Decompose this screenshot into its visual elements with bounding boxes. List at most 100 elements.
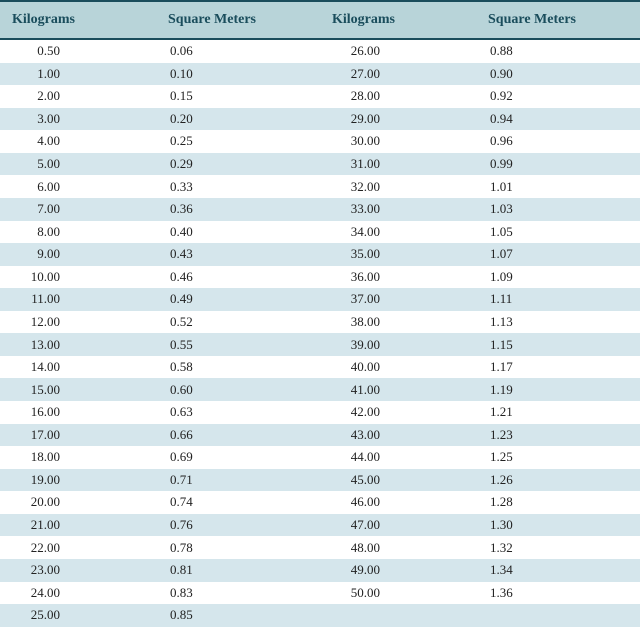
cell-sqm: 0.36	[160, 198, 320, 221]
cell-sqm: 0.15	[160, 85, 320, 108]
cell-kg: 15.00	[0, 378, 160, 401]
cell-kg: 36.00	[320, 266, 480, 289]
table-row: 20.000.7446.001.28	[0, 491, 640, 514]
cell-sqm: 0.85	[160, 604, 320, 627]
cell-sqm: 0.99	[480, 153, 640, 176]
column-header-sqm-2: Square Meters	[480, 1, 640, 39]
cell-sqm	[480, 604, 640, 627]
table-row: 17.000.6643.001.23	[0, 424, 640, 447]
cell-sqm: 1.09	[480, 266, 640, 289]
cell-sqm: 0.71	[160, 469, 320, 492]
column-header-kg-1: Kilograms	[0, 1, 160, 39]
cell-sqm: 0.63	[160, 401, 320, 424]
cell-sqm: 0.92	[480, 85, 640, 108]
cell-kg: 5.00	[0, 153, 160, 176]
cell-kg: 4.00	[0, 130, 160, 153]
cell-sqm: 1.25	[480, 446, 640, 469]
cell-sqm: 0.46	[160, 266, 320, 289]
cell-kg: 43.00	[320, 424, 480, 447]
cell-kg: 25.00	[0, 604, 160, 627]
cell-kg: 32.00	[320, 175, 480, 198]
cell-kg: 22.00	[0, 536, 160, 559]
cell-sqm: 0.96	[480, 130, 640, 153]
table-row: 5.000.2931.000.99	[0, 153, 640, 176]
table-row: 23.000.8149.001.34	[0, 559, 640, 582]
cell-kg: 23.00	[0, 559, 160, 582]
cell-sqm: 1.03	[480, 198, 640, 221]
cell-kg: 30.00	[320, 130, 480, 153]
cell-kg: 16.00	[0, 401, 160, 424]
cell-sqm: 1.21	[480, 401, 640, 424]
cell-kg: 6.00	[0, 175, 160, 198]
table-row: 7.000.3633.001.03	[0, 198, 640, 221]
table-row: 16.000.6342.001.21	[0, 401, 640, 424]
cell-kg: 21.00	[0, 514, 160, 537]
cell-kg: 29.00	[320, 108, 480, 131]
cell-sqm: 0.81	[160, 559, 320, 582]
cell-sqm: 0.60	[160, 378, 320, 401]
cell-sqm: 1.01	[480, 175, 640, 198]
table-row: 3.000.2029.000.94	[0, 108, 640, 131]
cell-sqm: 0.74	[160, 491, 320, 514]
cell-sqm: 1.17	[480, 356, 640, 379]
cell-sqm: 0.83	[160, 582, 320, 605]
cell-kg: 31.00	[320, 153, 480, 176]
table-row: 8.000.4034.001.05	[0, 221, 640, 244]
table-row: 2.000.1528.000.92	[0, 85, 640, 108]
table-row: 9.000.4335.001.07	[0, 243, 640, 266]
table-row: 11.000.4937.001.11	[0, 288, 640, 311]
cell-kg: 13.00	[0, 333, 160, 356]
table-row: 19.000.7145.001.26	[0, 469, 640, 492]
cell-sqm: 0.33	[160, 175, 320, 198]
cell-sqm: 0.40	[160, 221, 320, 244]
cell-kg: 48.00	[320, 536, 480, 559]
cell-kg: 33.00	[320, 198, 480, 221]
cell-kg: 49.00	[320, 559, 480, 582]
cell-sqm: 0.29	[160, 153, 320, 176]
cell-sqm: 1.05	[480, 221, 640, 244]
cell-kg: 20.00	[0, 491, 160, 514]
cell-sqm: 0.69	[160, 446, 320, 469]
cell-kg: 18.00	[0, 446, 160, 469]
cell-sqm: 0.78	[160, 536, 320, 559]
cell-kg: 1.00	[0, 63, 160, 86]
table-row: 4.000.2530.000.96	[0, 130, 640, 153]
cell-sqm: 1.23	[480, 424, 640, 447]
table-row: 21.000.7647.001.30	[0, 514, 640, 537]
cell-kg: 0.50	[0, 39, 160, 63]
cell-kg: 7.00	[0, 198, 160, 221]
cell-sqm: 0.90	[480, 63, 640, 86]
cell-kg: 14.00	[0, 356, 160, 379]
cell-kg: 46.00	[320, 491, 480, 514]
cell-kg: 38.00	[320, 311, 480, 334]
cell-sqm: 0.20	[160, 108, 320, 131]
cell-kg: 19.00	[0, 469, 160, 492]
cell-kg: 45.00	[320, 469, 480, 492]
cell-sqm: 0.25	[160, 130, 320, 153]
table-row: 10.000.4636.001.09	[0, 266, 640, 289]
cell-sqm: 0.58	[160, 356, 320, 379]
cell-sqm: 1.07	[480, 243, 640, 266]
cell-kg: 42.00	[320, 401, 480, 424]
conversion-table: Kilograms Square Meters Kilograms Square…	[0, 0, 640, 627]
table-row: 24.000.8350.001.36	[0, 582, 640, 605]
column-header-sqm-1: Square Meters	[160, 1, 320, 39]
cell-kg: 2.00	[0, 85, 160, 108]
cell-sqm: 0.06	[160, 39, 320, 63]
cell-kg: 8.00	[0, 221, 160, 244]
cell-sqm: 1.13	[480, 311, 640, 334]
cell-kg: 35.00	[320, 243, 480, 266]
cell-sqm: 0.76	[160, 514, 320, 537]
cell-sqm: 0.94	[480, 108, 640, 131]
cell-kg: 39.00	[320, 333, 480, 356]
cell-kg: 3.00	[0, 108, 160, 131]
cell-sqm: 1.32	[480, 536, 640, 559]
cell-kg: 40.00	[320, 356, 480, 379]
cell-sqm: 1.30	[480, 514, 640, 537]
cell-sqm: 0.88	[480, 39, 640, 63]
cell-sqm: 0.52	[160, 311, 320, 334]
cell-kg: 27.00	[320, 63, 480, 86]
table-row: 15.000.6041.001.19	[0, 378, 640, 401]
cell-kg	[320, 604, 480, 627]
cell-sqm: 1.28	[480, 491, 640, 514]
